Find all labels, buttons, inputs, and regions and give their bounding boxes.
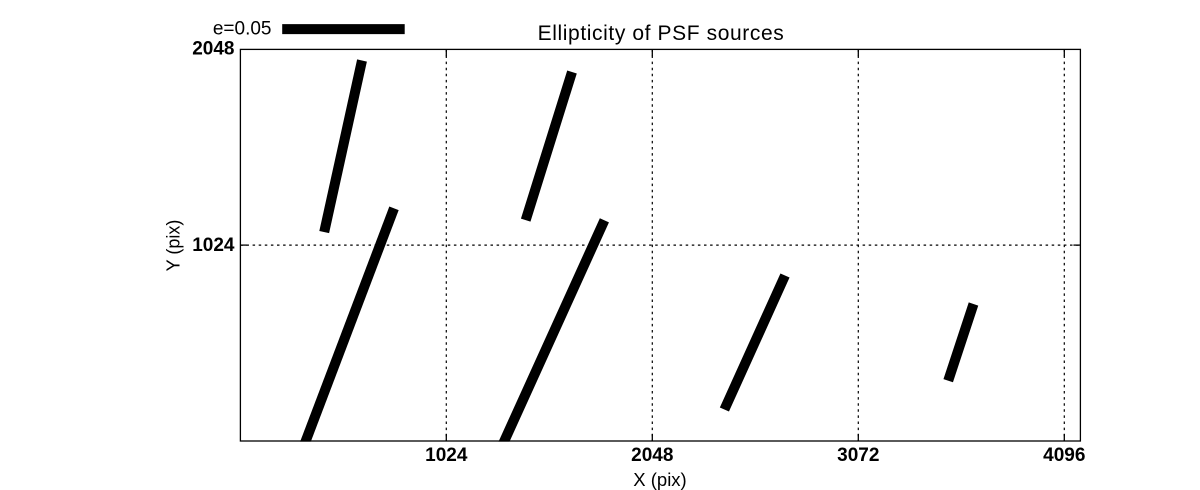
svg-text:Y (pix): Y (pix) bbox=[164, 220, 184, 272]
svg-text:Ellipticity of PSF sources: Ellipticity of PSF sources bbox=[538, 22, 785, 45]
svg-text:X (pix): X (pix) bbox=[633, 469, 686, 490]
svg-text:2048: 2048 bbox=[631, 445, 673, 466]
svg-text:3072: 3072 bbox=[837, 445, 879, 466]
svg-text:e=0.05: e=0.05 bbox=[213, 19, 272, 40]
svg-text:1024: 1024 bbox=[192, 235, 235, 256]
svg-text:4096: 4096 bbox=[1043, 445, 1085, 466]
svg-text:2048: 2048 bbox=[192, 39, 234, 60]
svg-text:1024: 1024 bbox=[425, 445, 468, 466]
